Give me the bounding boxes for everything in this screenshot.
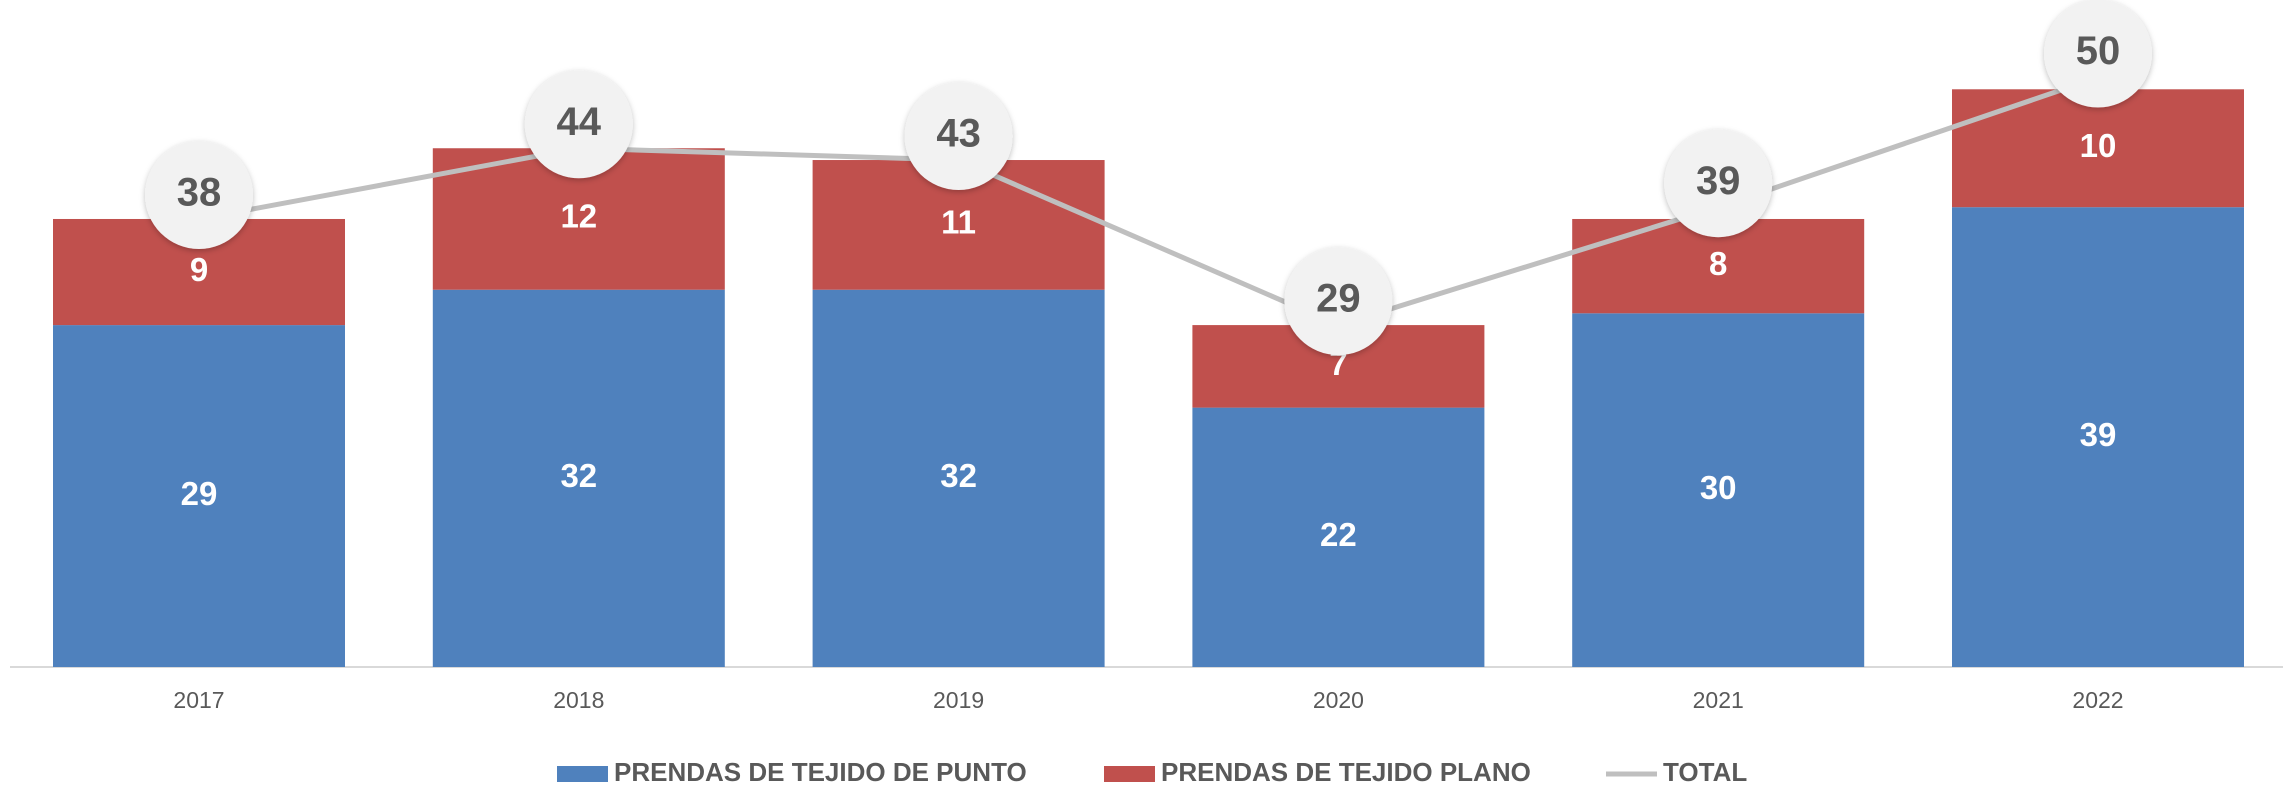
total-marker bbox=[1664, 129, 1773, 238]
total-label: 29 bbox=[1316, 277, 1361, 321]
value-label: 8 bbox=[1709, 245, 1727, 282]
total-marker bbox=[145, 140, 253, 249]
bar-segment bbox=[1572, 313, 1865, 667]
bar-segment bbox=[812, 289, 1105, 667]
value-label: 12 bbox=[560, 198, 597, 235]
x-tick-label: 2019 bbox=[933, 687, 984, 713]
value-label: 10 bbox=[2080, 127, 2117, 164]
total-label: 44 bbox=[557, 100, 602, 144]
total-line bbox=[198, 75, 2099, 328]
legend-swatch bbox=[557, 766, 608, 782]
legend-label: PRENDAS DE TEJIDO DE PUNTO bbox=[614, 757, 1027, 787]
total-marker bbox=[2044, 0, 2152, 108]
total-label: 39 bbox=[1696, 159, 1741, 203]
bar-segment bbox=[1952, 207, 2244, 667]
value-label: 39 bbox=[2080, 416, 2117, 453]
legend-label: TOTAL bbox=[1663, 757, 1747, 787]
bar-segment bbox=[1192, 407, 1485, 667]
bar-segment bbox=[432, 289, 725, 667]
total-marker bbox=[1284, 247, 1393, 356]
total-label: 38 bbox=[177, 171, 222, 215]
value-label: 9 bbox=[190, 251, 208, 288]
value-label: 30 bbox=[1700, 469, 1737, 506]
bar-segment bbox=[53, 325, 345, 667]
x-tick-label: 2017 bbox=[173, 687, 224, 713]
legend-label: PRENDAS DE TEJIDO PLANO bbox=[1161, 757, 1531, 787]
x-tick-label: 2022 bbox=[2072, 687, 2123, 713]
total-label: 50 bbox=[2076, 29, 2121, 73]
x-tick-label: 2018 bbox=[553, 687, 604, 713]
total-label: 43 bbox=[936, 112, 981, 156]
value-label: 32 bbox=[560, 457, 597, 494]
x-tick-label: 2020 bbox=[1313, 687, 1364, 713]
value-label: 11 bbox=[941, 204, 976, 241]
total-marker bbox=[524, 70, 633, 179]
value-label: 32 bbox=[940, 457, 977, 494]
value-label: 22 bbox=[1320, 516, 1357, 553]
value-label: 29 bbox=[181, 475, 218, 512]
x-tick-label: 2021 bbox=[1693, 687, 1744, 713]
total-marker bbox=[904, 82, 1013, 191]
legend-swatch bbox=[1104, 766, 1155, 782]
